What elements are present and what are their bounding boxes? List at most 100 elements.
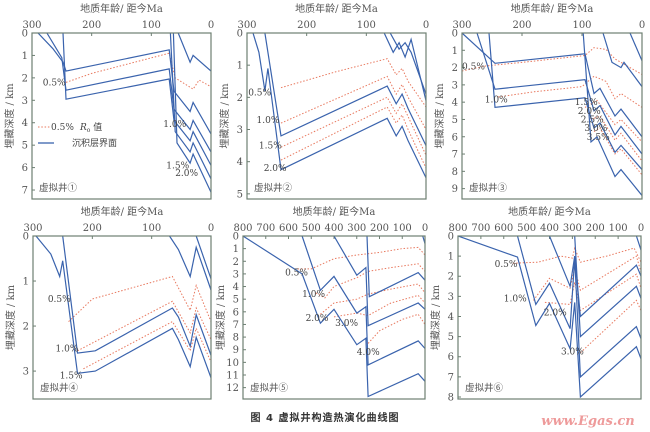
y-tick-label: 6 xyxy=(448,352,454,363)
y-tick-label: 5 xyxy=(237,189,243,200)
watermark: www.Egas.cn xyxy=(541,414,634,429)
ro-label: 0.5% xyxy=(48,295,71,305)
y-tick-label: 5 xyxy=(22,141,28,152)
legend-ro-label: Ro 值 xyxy=(79,121,102,134)
ro-isoline xyxy=(77,300,211,352)
y-tick-label: 4 xyxy=(448,312,454,323)
x-tick-label: 800 xyxy=(448,223,467,234)
y-tick-label: 0 xyxy=(452,29,458,40)
horizon-line xyxy=(264,33,426,146)
x-tick-label: 100 xyxy=(393,223,412,234)
horizon-line xyxy=(383,33,426,101)
panel-well-3: 地质年龄/ 距今Ma 埋藏深度 / km 300 200 100 0 0 1 2 3 4 5 6 7 8 9 0… xyxy=(433,2,645,200)
y-tick-label: 0 xyxy=(233,232,239,243)
horizon-line xyxy=(516,236,641,379)
y-tick-label: 1 xyxy=(452,46,458,57)
ro-label: 0.5% xyxy=(495,260,518,270)
x-tick-label: 100 xyxy=(357,20,376,31)
ro-isoline xyxy=(315,263,425,299)
y-axis-title: 埋藏深度 / km xyxy=(433,83,446,149)
ro-label: 1.0% xyxy=(56,345,79,355)
horizon-line xyxy=(252,33,426,179)
ro-isoline xyxy=(512,246,641,264)
ro-isoline xyxy=(462,47,642,75)
x-tick-label: 200 xyxy=(586,223,605,234)
horizon-line xyxy=(243,236,425,398)
x-axis-title: 地质年龄/ 距今Ma xyxy=(511,2,594,15)
horizon-line xyxy=(37,33,211,135)
x-tick-label: 300 xyxy=(23,223,42,234)
horizon-line xyxy=(366,236,425,298)
horizon-line xyxy=(177,33,211,72)
ro-isoline xyxy=(367,313,425,344)
plot-frame xyxy=(242,235,426,400)
horizon-line xyxy=(462,33,642,138)
x-tick-label: 0 xyxy=(638,223,644,234)
ro-isoline xyxy=(68,275,211,322)
y-tick-label: 7 xyxy=(22,186,28,197)
x-tick-label: 400 xyxy=(324,223,343,234)
x-tick-label: 300 xyxy=(237,20,256,31)
y-tick-label: 7 xyxy=(448,372,454,383)
ro-label: 1.0% xyxy=(163,120,186,130)
ro-label: 2.0% xyxy=(306,314,329,324)
y-tick-label: 1 xyxy=(23,277,29,288)
x-axis-title: 地质年龄/ 距今Ma xyxy=(81,205,164,218)
ro-isoline xyxy=(584,99,642,143)
y-tick-label: 1 xyxy=(448,252,454,263)
x-tick-label: 200 xyxy=(297,20,316,31)
y-tick-label: 5 xyxy=(448,332,454,343)
ro-label: 2.0% xyxy=(264,164,287,174)
ro-label: 1.5% xyxy=(166,161,189,171)
x-tick-label: 700 xyxy=(471,223,490,234)
ro-isoline xyxy=(280,106,426,169)
x-axis-title: 地质年龄/ 距今Ma xyxy=(80,2,163,15)
ro-label: 3.5% xyxy=(587,133,610,143)
well-label: 虚拟井⑥ xyxy=(465,382,504,394)
y-tick-label: 3 xyxy=(23,367,29,378)
ro-isoline xyxy=(593,127,642,176)
ro-label: 3.0% xyxy=(335,319,358,329)
horizon-line xyxy=(389,33,426,95)
y-tick-label: 8 xyxy=(452,167,458,178)
x-tick-label: 600 xyxy=(494,223,513,234)
x-tick-label: 200 xyxy=(512,20,531,31)
ro-label: 1.5% xyxy=(259,142,282,152)
x-axis-title: 地质年龄/ 距今Ma xyxy=(508,205,591,218)
horizon-line xyxy=(574,236,641,338)
x-tick-label: 0 xyxy=(422,223,428,234)
y-tick-label: 0 xyxy=(237,29,243,40)
y-tick-label: 5 xyxy=(233,295,239,306)
x-tick-label: 300 xyxy=(22,20,41,31)
horizon-line xyxy=(195,236,211,279)
x-tick-label: 200 xyxy=(370,223,389,234)
well-label: 虚拟井③ xyxy=(469,182,508,194)
y-tick-label: 11 xyxy=(226,370,239,381)
figure-caption: 图 4 虚拟井构造热演化曲线图 xyxy=(251,411,400,424)
y-tick-label: 10 xyxy=(226,358,239,369)
y-tick-label: 3 xyxy=(233,269,239,280)
plot-frame xyxy=(31,32,212,200)
x-tick-label: 700 xyxy=(256,223,275,234)
y-tick-label: 9 xyxy=(452,184,458,195)
x-tick-label: 100 xyxy=(142,20,161,31)
x-tick-label: 500 xyxy=(302,223,321,234)
y-tick-label: 3 xyxy=(452,80,458,91)
ro-isoline xyxy=(497,75,642,108)
ro-label: 4.0% xyxy=(357,348,380,358)
x-tick-label: 0 xyxy=(208,223,214,234)
y-axis-title: 埋藏深度 / km xyxy=(429,284,442,350)
y-tick-label: 8 xyxy=(233,333,239,344)
ro-isoline xyxy=(83,320,211,370)
y-tick-label: 6 xyxy=(452,132,458,143)
ro-label: 0.5% xyxy=(248,89,271,99)
x-tick-label: 0 xyxy=(423,20,429,31)
ro-isoline xyxy=(280,75,426,130)
horizon-line xyxy=(476,33,642,155)
horizon-line xyxy=(62,236,211,356)
y-tick-label: 0 xyxy=(448,232,454,243)
y-tick-label: 2 xyxy=(237,93,243,104)
x-tick-label: 200 xyxy=(82,20,101,31)
